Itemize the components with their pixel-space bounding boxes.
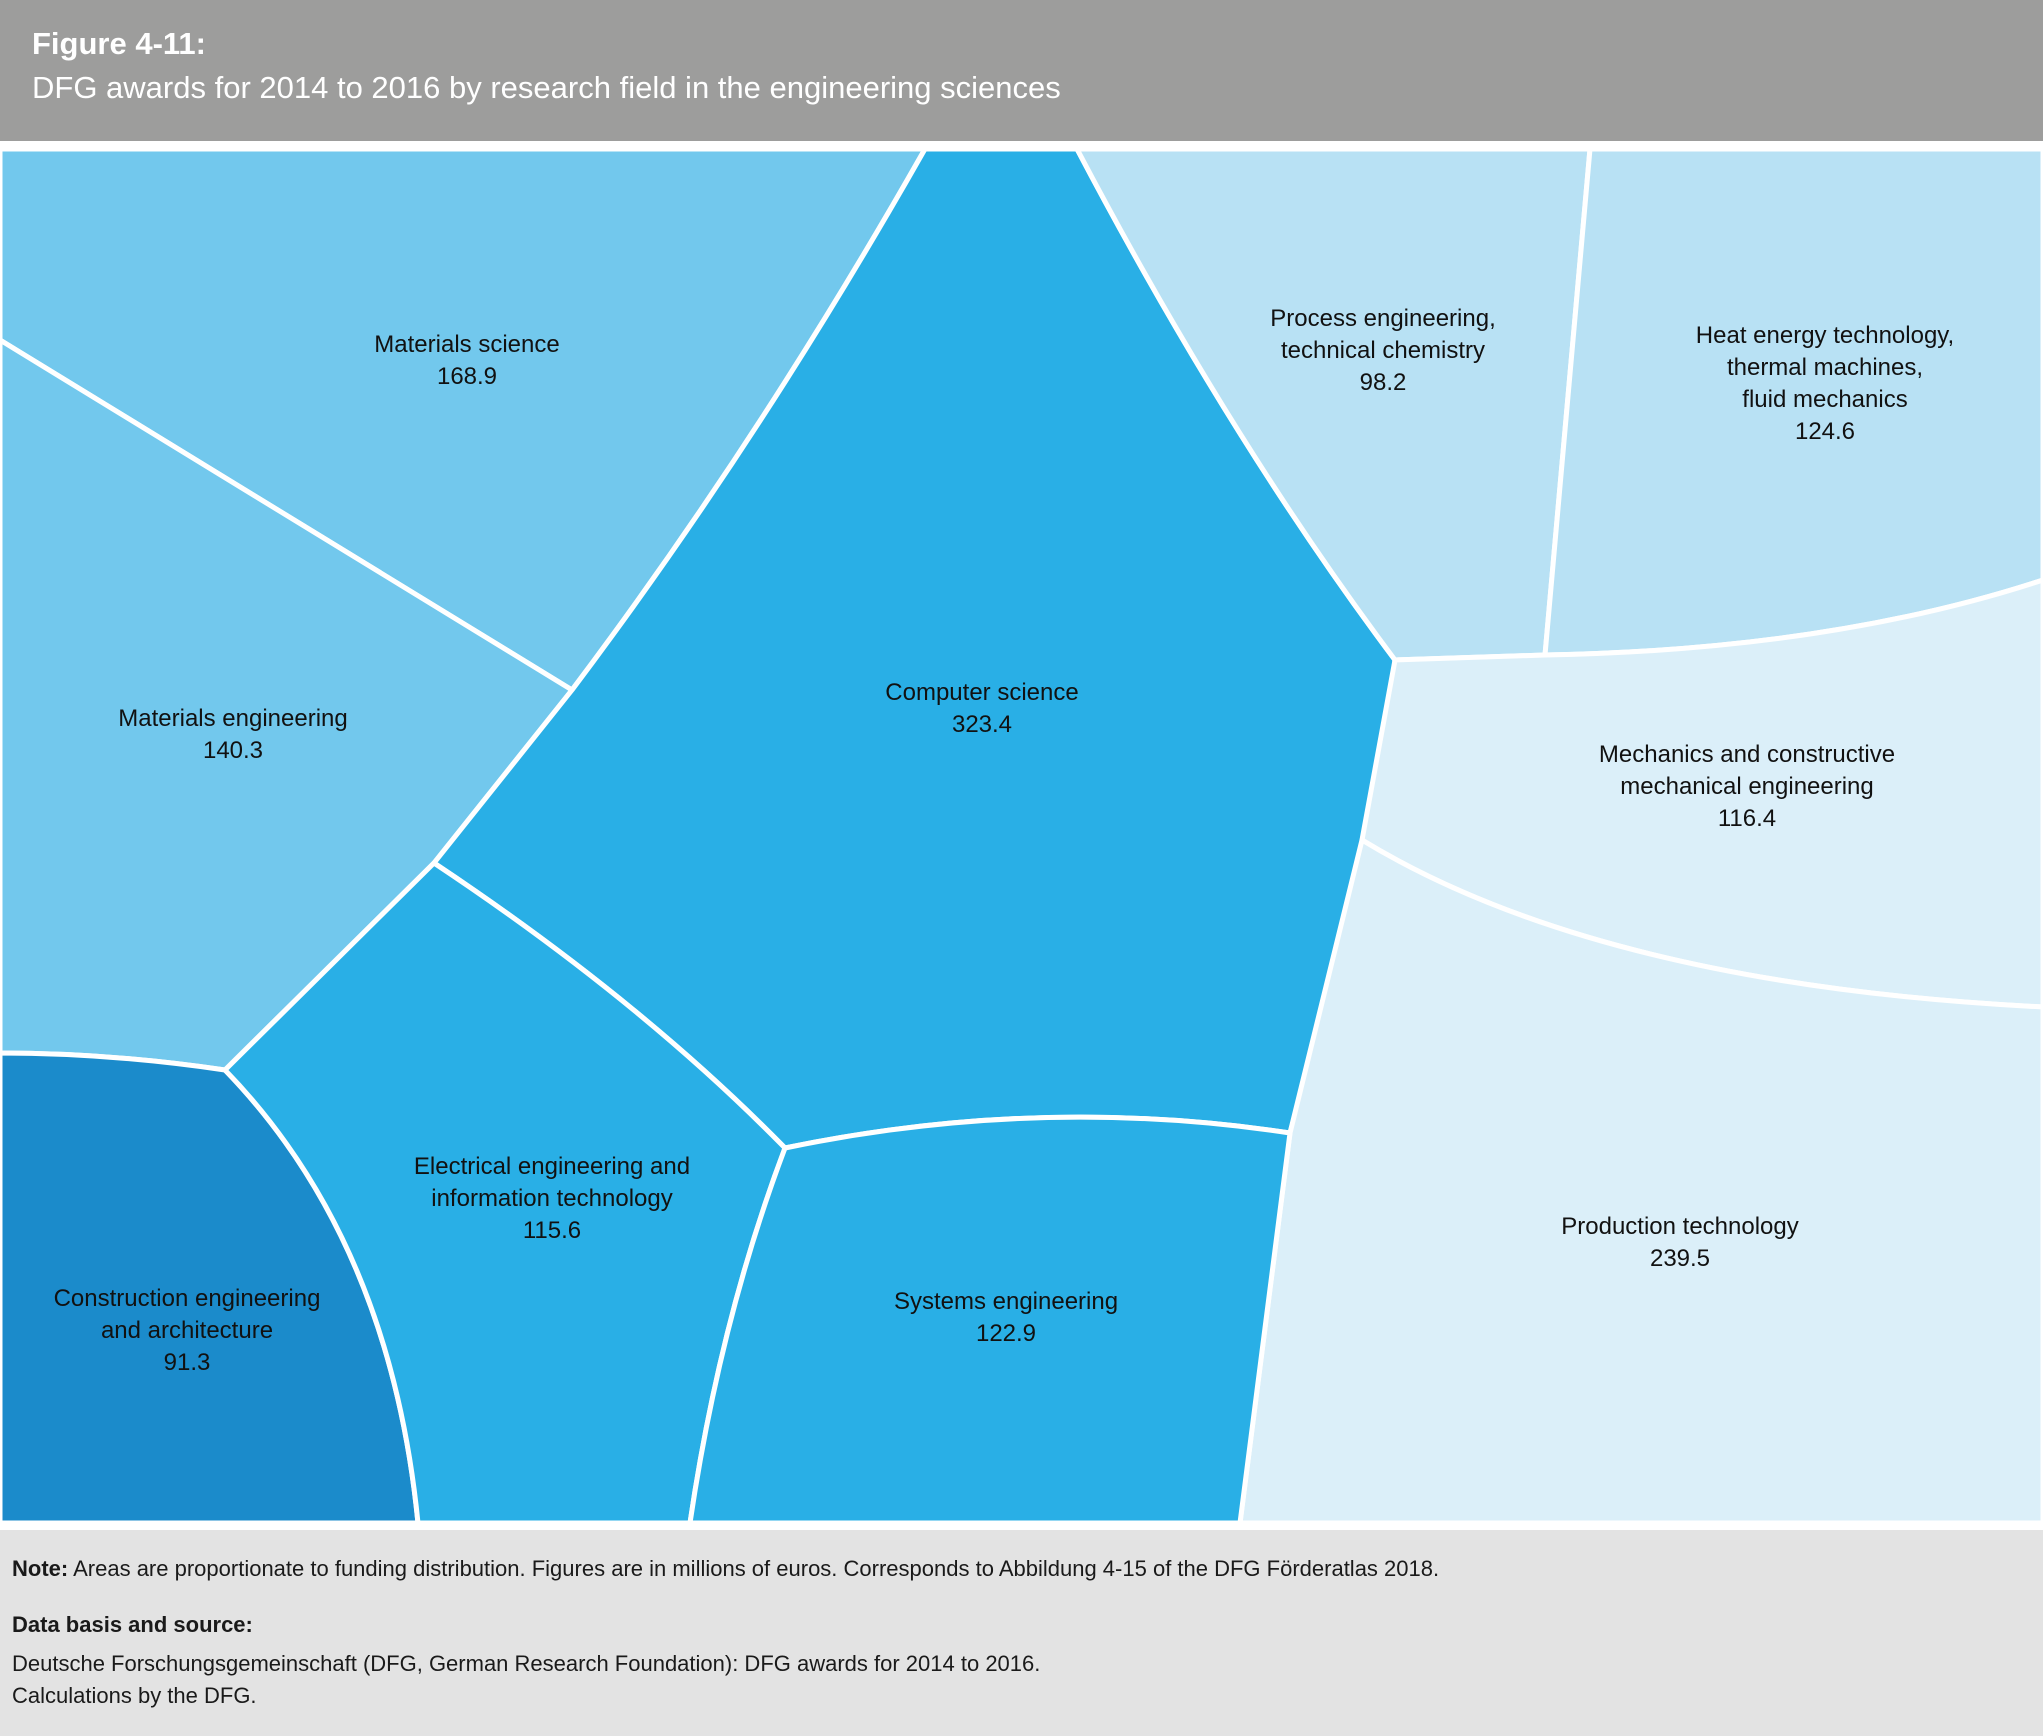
- cell-value: 115.6: [523, 1217, 581, 1244]
- cell-value: 140.3: [203, 737, 263, 764]
- cell-process-engineering: [1074, 149, 1593, 663]
- cell-value: 116.4: [1718, 805, 1776, 832]
- cell-value: 122.9: [976, 1320, 1036, 1347]
- cell-value: 239.5: [1650, 1245, 1710, 1272]
- source-line-2: Calculations by the DFG.: [12, 1683, 257, 1708]
- note-text: Note: Areas are proportionate to funding…: [12, 1556, 1439, 1582]
- note-body: Areas are proportionate to funding distr…: [68, 1556, 1440, 1581]
- label-computer-science: Computer science 323.4: [885, 679, 1078, 738]
- source-heading: Data basis and source:: [12, 1612, 253, 1637]
- label-production-technology: Production technology 239.5: [1561, 1213, 1799, 1272]
- label-mechanics: Mechanics and constructive mechanical eng…: [1599, 741, 1895, 832]
- cell-value: 98.2: [1360, 369, 1407, 396]
- cell-label-line: and architecture: [101, 1317, 273, 1344]
- cell-label-line: mechanical engineering: [1620, 773, 1874, 800]
- cell-label-line: Production technology: [1561, 1213, 1799, 1240]
- cell-label-line: Electrical engineering and: [414, 1153, 690, 1180]
- cell-label-line: thermal machines,: [1727, 354, 1923, 381]
- cell-value: 124.6: [1795, 418, 1855, 445]
- cell-label-line: Materials engineering: [118, 705, 347, 732]
- figure-title: DFG awards for 2014 to 2016 by research …: [32, 70, 1061, 105]
- treemap-chart: Materials science 168.9 Materials engineer…: [0, 149, 2043, 1523]
- cell-label-line: fluid mechanics: [1742, 386, 1907, 413]
- cell-label-line: Construction engineering: [54, 1285, 321, 1312]
- figure-number: Figure 4-11:: [32, 26, 206, 61]
- cell-label-line: Mechanics and constructive: [1599, 741, 1895, 768]
- cell-label-line: technical chemistry: [1281, 337, 1485, 364]
- cell-production-technology: [1237, 837, 2043, 1523]
- label-process-engineering: Process engineering, technical chemistry 9…: [1270, 305, 1495, 396]
- cell-systems-engineering: [687, 1114, 1293, 1523]
- figure-header: Figure 4-11: DFG awards for 2014 to 2016…: [0, 0, 2043, 141]
- cell-label-line: Heat energy technology,: [1696, 322, 1954, 349]
- figure-footer: Note: Areas are proportionate to funding…: [0, 1530, 2043, 1736]
- cell-label-line: Process engineering,: [1270, 305, 1495, 332]
- cell-value: 91.3: [164, 1349, 211, 1376]
- label-electrical-engineering: Electrical engineering and information te…: [414, 1153, 690, 1244]
- label-construction-engineering: Construction engineering and architecture…: [54, 1285, 321, 1376]
- cell-label-line: Materials science: [374, 331, 559, 358]
- cell-label-line: information technology: [431, 1185, 672, 1212]
- label-materials-science: Materials science 168.9: [374, 331, 559, 390]
- note-label: Note:: [12, 1556, 69, 1581]
- label-materials-engineering: Materials engineering 140.3: [118, 705, 347, 764]
- cell-label-line: Computer science: [885, 679, 1078, 706]
- cell-value: 323.4: [952, 711, 1012, 738]
- label-systems-engineering: Systems engineering 122.9: [894, 1288, 1118, 1347]
- label-heat-energy: Heat energy technology, thermal machines,…: [1696, 322, 1954, 445]
- cell-label-line: Systems engineering: [894, 1288, 1118, 1315]
- source-line-1: Deutsche Forschungsgemeinschaft (DFG, Ge…: [12, 1651, 1041, 1676]
- cell-value: 168.9: [437, 363, 497, 390]
